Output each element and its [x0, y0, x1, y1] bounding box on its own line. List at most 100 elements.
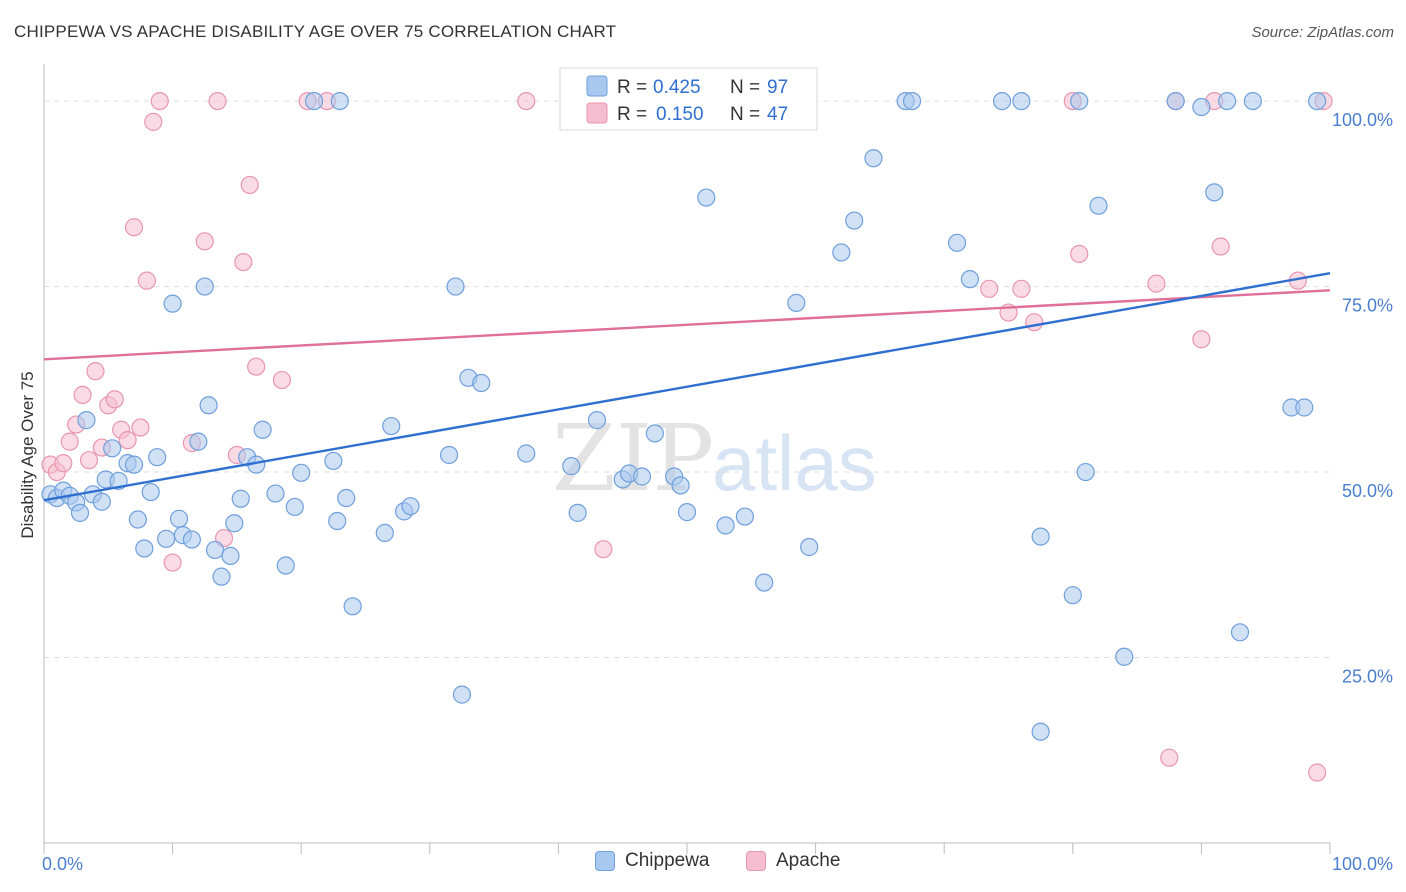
chippewa-point-5: [70, 503, 90, 522]
legend-n-label-chippewa: N =: [730, 77, 760, 98]
chippewa-point-82: [1070, 91, 1089, 111]
legend-item-chippewa: Chippewa: [595, 850, 710, 872]
apache-trend-line: [43, 289, 1331, 361]
apache-point-2: [54, 454, 73, 473]
chippewa-point-53: [517, 444, 536, 463]
apache-point-3: [60, 432, 79, 451]
x-tick-label-1: 100.0%: [1332, 854, 1393, 874]
chippewa-point-37: [292, 463, 311, 482]
apache-point-6: [79, 451, 99, 470]
legend-n-value-apache: 47: [767, 104, 788, 125]
chippewa-point-36: [285, 497, 304, 517]
chippewa-point-65: [716, 516, 735, 535]
chippewa-point-10: [103, 439, 122, 458]
chippewa-point-18: [157, 529, 176, 548]
chippewa-point-6: [77, 411, 96, 430]
apache-point-27: [272, 370, 292, 390]
chippewa-point-35: [276, 556, 295, 575]
chippewa-point-90: [1230, 623, 1250, 642]
chippewa-point-16: [141, 482, 160, 502]
chippewa-point-24: [195, 277, 214, 296]
apache-point-7: [86, 362, 105, 381]
apache-point-13: [124, 218, 144, 237]
stats-legend: R = 0.425 N = 97 R = 0.150 N = 47: [559, 67, 818, 131]
chippewa-point-22: [182, 530, 201, 549]
chippewa-point-39: [324, 451, 343, 471]
chippewa-point-28: [221, 546, 240, 565]
chippewa-point-75: [947, 233, 967, 252]
chippewa-point-85: [1115, 647, 1134, 666]
apache-point-26: [247, 357, 266, 376]
legend-n-label-apache: N =: [730, 104, 760, 125]
chippewa-point-72: [864, 149, 883, 168]
chippewa-point-29: [225, 514, 244, 533]
chippewa-trend-line: [43, 272, 1331, 502]
legend-r-label-chippewa: R =: [617, 77, 647, 98]
apache-point-38: [1147, 274, 1166, 293]
chippewa-point-78: [1012, 91, 1031, 111]
chippewa-point-14: [128, 510, 147, 529]
chippewa-point-86: [1166, 91, 1185, 111]
chippewa-point-13: [124, 455, 144, 474]
watermark-zip: ZIP: [552, 405, 714, 512]
chippewa-point-62: [671, 476, 690, 495]
legend-n-value-chippewa: 97: [767, 77, 788, 98]
chippewa-point-34: [266, 484, 285, 503]
chippewa-point-45: [382, 416, 401, 436]
chippewa-point-67: [755, 573, 774, 592]
legend-r-value-chippewa: 0.425: [653, 77, 701, 98]
legend-r-label-apache: R =: [617, 104, 647, 125]
apache-point-37: [1070, 244, 1089, 264]
apache-point-10: [105, 390, 124, 409]
chippewa-point-69: [800, 537, 819, 557]
chippewa-point-80: [1031, 527, 1050, 546]
apache-point-39: [1160, 748, 1179, 767]
apache-point-32: [980, 279, 999, 298]
apache-point-5: [73, 385, 92, 404]
legend-item-apache: Apache: [746, 850, 840, 872]
legend-r-value-apache: 0.150: [656, 104, 704, 125]
legend-label-chippewa: Chippewa: [625, 850, 710, 871]
apache-point-24: [234, 252, 253, 272]
legend-swatch-apache-bottom: [746, 851, 766, 871]
legend-swatch-chippewa-bottom: [595, 851, 615, 871]
chippewa-point-44: [375, 523, 394, 542]
apache-point-41: [1192, 330, 1211, 349]
chippewa-point-56: [587, 411, 607, 430]
chippewa-point-83: [1076, 462, 1095, 482]
chippewa-point-60: [645, 424, 664, 443]
chippewa-point-8: [92, 492, 111, 511]
chippewa-point-50: [452, 685, 472, 704]
apache-point-31: [594, 540, 613, 559]
chippewa-point-20: [169, 509, 189, 528]
chippewa-point-41: [330, 91, 349, 111]
chippewa-point-66: [735, 507, 754, 526]
legend-swatch-apache: [586, 102, 608, 124]
chippewa-point-26: [205, 540, 225, 560]
chippewa-point-68: [787, 293, 806, 312]
chippewa-point-81: [1063, 586, 1082, 605]
apache-point-30: [517, 91, 536, 111]
apache-point-21: [208, 91, 227, 111]
chippewa-point-88: [1205, 183, 1224, 202]
chippewa-point-47: [401, 497, 420, 516]
y-tick-label-0: 25.0%: [1342, 667, 1393, 687]
series-legend: Chippewa Apache: [0, 850, 1406, 880]
chippewa-point-38: [304, 91, 324, 111]
chippewa-point-74: [902, 91, 922, 111]
y-axis-label: Disability Age Over 75: [18, 371, 37, 538]
chippewa-point-54: [562, 457, 581, 476]
chippewa-point-25: [199, 396, 218, 415]
watermark: ZIP atlas: [552, 405, 877, 512]
chippewa-point-49: [439, 445, 459, 465]
chippewa-point-33: [253, 420, 272, 439]
apache-point-43: [1211, 237, 1230, 256]
chippewa-point-48: [446, 277, 465, 296]
apache-point-12: [118, 431, 137, 450]
chippewa-point-89: [1218, 91, 1237, 111]
chippewa-point-40: [328, 511, 347, 531]
chippewa-point-59: [632, 467, 652, 486]
chippewa-point-17: [148, 448, 167, 467]
apache-point-25: [240, 175, 259, 195]
y-tick-label-3: 100.0%: [1332, 110, 1393, 130]
